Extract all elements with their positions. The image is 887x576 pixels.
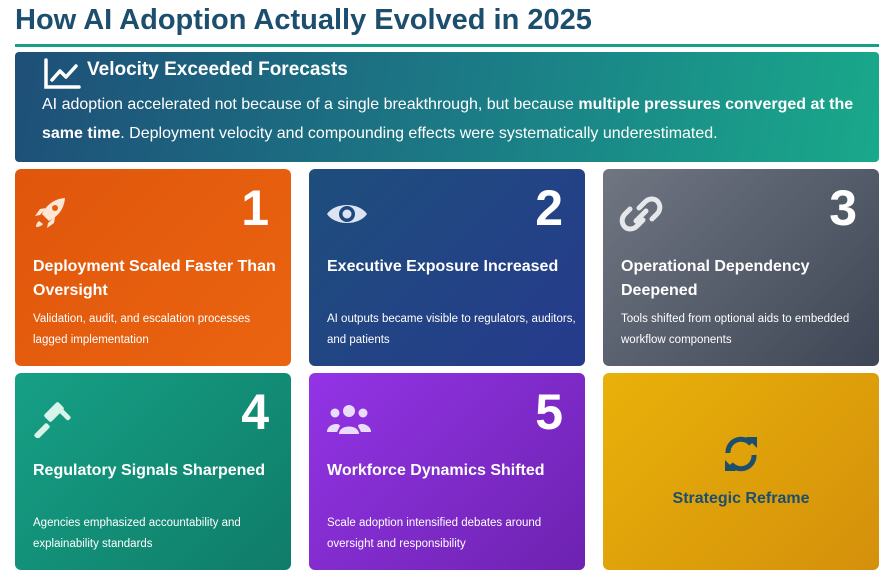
link-icon [619, 196, 663, 232]
eye-icon [327, 205, 367, 223]
reframe-card: Strategic Reframe [603, 373, 879, 570]
card: 5 Workforce Dynamics Shifted Scale adopt… [309, 373, 585, 570]
card-description: Validation, audit, and escalation proces… [33, 313, 251, 346]
rocket-icon [35, 198, 65, 228]
card-number: 3 [829, 180, 857, 236]
card-number: 1 [241, 180, 269, 236]
summary-banner: Velocity Exceeded Forecasts AI adoption … [15, 52, 879, 162]
title-rule [15, 44, 879, 47]
banner-text-part: . Deployment velocity and compounding ef… [120, 125, 718, 142]
card-title: Regulatory Signals Sharpened [33, 462, 266, 479]
card-description: AI outputs became visible to regulators,… [327, 313, 576, 346]
reframe-label: Strategic Reframe [672, 490, 810, 507]
card: 4 Regulatory Signals Sharpened Agencies … [15, 373, 291, 570]
sync-icon [725, 436, 757, 472]
card: 2 Executive Exposure Increased AI output… [309, 169, 585, 366]
card-description: Scale adoption intensified debates aroun… [327, 517, 542, 550]
card-number: 2 [535, 180, 563, 236]
card: 1 Deployment Scaled Faster Than Oversigh… [15, 169, 291, 366]
gavel-icon [34, 402, 71, 438]
banner-text: AI adoption accelerated not because of a… [42, 90, 872, 148]
people-icon [327, 405, 371, 434]
card-title: Operational Dependency Deepened [621, 258, 810, 299]
card-description: Tools shifted from optional aids to embe… [621, 313, 850, 346]
chart-icon [44, 58, 81, 89]
card-title: Deployment Scaled Faster Than Oversight [33, 258, 276, 299]
card-number: 5 [535, 384, 563, 440]
card-title: Workforce Dynamics Shifted [327, 462, 545, 479]
banner-heading: Velocity Exceeded Forecasts [87, 59, 348, 80]
banner-text-part: AI adoption accelerated not because of a… [42, 96, 574, 113]
page-title: How AI Adoption Actually Evolved in 2025 [15, 4, 592, 36]
card: 3 Operational Dependency Deepened Tools … [603, 169, 879, 366]
card-title: Executive Exposure Increased [327, 258, 559, 275]
banner-text-bold: multiple pressures converged at the same… [42, 96, 854, 142]
card-description: Agencies emphasized accountability and e… [33, 517, 241, 550]
card-number: 4 [241, 384, 269, 440]
